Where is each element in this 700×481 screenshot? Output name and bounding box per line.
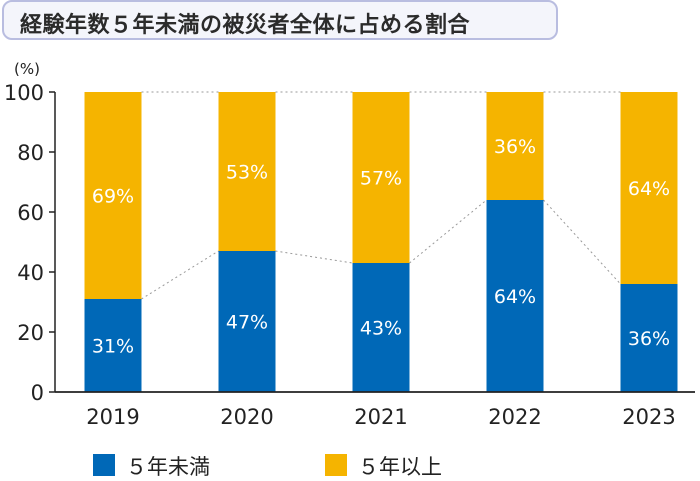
bar-segment-under5 <box>486 200 544 392</box>
data-label-under5: 43% <box>360 318 402 340</box>
data-label-under5: 47% <box>226 312 268 334</box>
connector-line-boundary <box>543 199 621 285</box>
bar-segment-under5 <box>620 284 678 392</box>
y-axis-unit-label: (%) <box>14 60 40 78</box>
bar-segment-over5 <box>352 92 410 263</box>
bar-segment-over5 <box>218 92 276 251</box>
data-label-under5: 36% <box>628 328 670 350</box>
y-tick-label: 0 <box>31 381 44 405</box>
data-label-under5: 31% <box>92 336 134 358</box>
connector-line-boundary <box>409 199 487 264</box>
data-label-over5: 53% <box>226 162 268 184</box>
data-label-under5: 64% <box>494 286 536 308</box>
bar-segment-over5 <box>84 92 142 299</box>
data-label-over5: 69% <box>92 186 134 208</box>
x-tick-label: 2022 <box>488 405 541 429</box>
bar-segment-over5 <box>620 92 678 284</box>
x-tick-label: 2021 <box>354 405 407 429</box>
bar-segment-over5 <box>486 92 544 200</box>
y-tick-label: 40 <box>17 261 44 285</box>
bar-segment-under5 <box>352 263 410 392</box>
connector-line-boundary <box>141 250 219 300</box>
y-tick-label: 100 <box>4 81 44 105</box>
chart-title: 経験年数５年未満の被災者全体に占める割合 <box>20 13 471 38</box>
data-label-over5: 36% <box>494 136 536 158</box>
bar-segment-under5 <box>84 299 142 392</box>
x-tick-label: 2019 <box>86 405 139 429</box>
x-tick-label: 2023 <box>622 405 675 429</box>
connector-line-boundary <box>275 250 353 264</box>
chart-title-box: 経験年数５年未満の被災者全体に占める割合 <box>2 0 558 40</box>
bar-segment-under5 <box>218 251 276 392</box>
y-tick-label: 20 <box>17 321 44 345</box>
data-label-over5: 64% <box>628 178 670 200</box>
data-label-over5: 57% <box>360 168 402 190</box>
x-tick-label: 2020 <box>220 405 273 429</box>
y-tick-label: 60 <box>17 201 44 225</box>
y-tick-label: 80 <box>17 141 44 165</box>
